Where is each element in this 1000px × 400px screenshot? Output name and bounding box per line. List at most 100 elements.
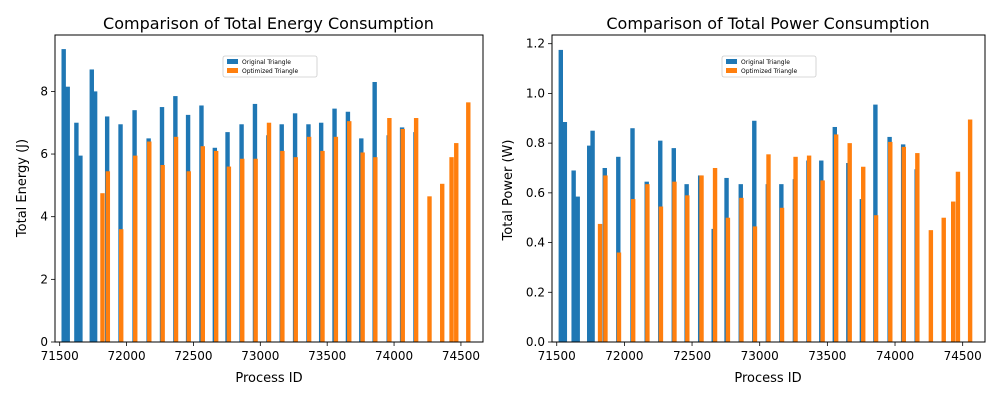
optimized-triangle-bar <box>928 230 934 342</box>
x-tick-label: 74000 <box>876 349 914 363</box>
optimized-triangle-bar <box>333 136 339 342</box>
optimized-triangle-bar <box>766 154 771 342</box>
power-legend: Original Triangle Optimized Triangle <box>721 55 817 78</box>
optimized-triangle-bar <box>603 175 608 342</box>
original-triangle-bar <box>78 155 83 342</box>
optimized-triangle-bar <box>725 217 731 342</box>
optimized-triangle-bar <box>347 121 352 343</box>
optimized-triangle-bar <box>440 183 445 342</box>
optimized-triangle-bar <box>373 157 378 342</box>
optimized-triangle-bar <box>645 184 650 342</box>
optimized-triangle-bar <box>951 201 956 342</box>
optimized-triangle-bar <box>752 226 758 342</box>
power-plot-frame <box>551 34 986 343</box>
optimized-triangle-bar <box>253 158 258 342</box>
power-x-axis-label: Process ID <box>734 371 801 386</box>
power-chart-title: Comparison of Total Power Consumption <box>606 14 929 33</box>
legend-swatch-original <box>726 59 737 64</box>
optimized-triangle-bar <box>105 171 111 342</box>
optimized-triangle-bar <box>685 195 690 342</box>
legend-frame <box>721 55 817 78</box>
optimized-triangle-bar <box>833 134 839 342</box>
y-tick-label: 0.4 <box>526 236 545 250</box>
y-tick-label: 1.0 <box>526 86 545 100</box>
legend-label-optimized: Optimized Triangle <box>741 68 797 75</box>
optimized-triangle-bar <box>173 136 179 342</box>
energy-y-ticks: 0 2 4 6 8 <box>40 84 55 349</box>
optimized-triangle-bar <box>672 181 677 342</box>
optimized-triangle-bar <box>941 217 946 342</box>
y-tick-label: 6 <box>40 147 48 161</box>
original-triangle-bar <box>558 49 563 342</box>
power-chart: Comparison of Total Power Consumption 71… <box>501 14 986 386</box>
y-tick-label: 0.8 <box>526 136 545 150</box>
optimized-triangle-bar <box>955 171 961 342</box>
optimized-triangle-bar <box>466 102 471 342</box>
optimized-triangle-bar <box>454 143 459 342</box>
optimized-triangle-bar <box>449 157 454 342</box>
optimized-triangle-bar <box>847 143 852 342</box>
x-tick-label: 71500 <box>41 349 79 363</box>
y-tick-label: 8 <box>40 84 48 98</box>
optimized-triangle-bar <box>413 118 419 343</box>
energy-plot-frame <box>54 34 484 343</box>
x-tick-label: 72000 <box>107 349 145 363</box>
x-tick-label: 72000 <box>605 349 643 363</box>
legend-swatch-original <box>227 59 238 64</box>
x-tick-label: 74500 <box>442 349 480 363</box>
optimized-triangle-bar <box>320 150 325 342</box>
legend-label-original: Original Triangle <box>741 59 790 66</box>
energy-x-ticks: 71500 72000 72500 73000 73500 74000 74500 <box>41 342 480 363</box>
original-triangle-bar <box>616 156 621 342</box>
optimized-triangle-bar <box>616 252 622 342</box>
y-tick-label: 0.0 <box>526 335 545 349</box>
optimized-triangle-bar <box>213 150 219 342</box>
power-bars <box>558 49 973 343</box>
optimized-triangle-bar <box>806 155 812 342</box>
original-triangle-bar <box>65 86 70 342</box>
original-triangle-bar <box>61 49 66 342</box>
optimized-triangle-bar <box>793 156 798 342</box>
optimized-triangle-bar <box>915 153 920 342</box>
x-tick-label: 73000 <box>741 349 779 363</box>
optimized-triangle-bar <box>861 166 866 342</box>
original-triangle-bar <box>92 91 98 342</box>
optimized-triangle-bar <box>712 167 718 342</box>
energy-bars <box>61 49 471 343</box>
optimized-triangle-bar <box>119 229 124 342</box>
x-tick-label: 73500 <box>308 349 346 363</box>
x-tick-label: 72500 <box>174 349 212 363</box>
y-tick-label: 0 <box>40 335 48 349</box>
original-triangle-bar <box>587 145 592 342</box>
energy-y-axis-label: Total Energy (J) <box>15 139 30 238</box>
optimized-triangle-bar <box>888 141 893 342</box>
original-triangle-bar <box>89 69 94 343</box>
optimized-triangle-bar <box>387 118 392 343</box>
optimized-triangle-bar <box>901 146 907 342</box>
optimized-triangle-bar <box>280 150 285 342</box>
energy-x-axis-label: Process ID <box>235 371 302 386</box>
optimized-triangle-bar <box>739 197 744 342</box>
optimized-triangle-bar <box>427 196 432 342</box>
x-tick-label: 71500 <box>538 349 576 363</box>
optimized-triangle-bar <box>699 175 704 342</box>
x-tick-label: 73500 <box>808 349 846 363</box>
optimized-triangle-bar <box>293 157 298 342</box>
original-triangle-bar <box>590 130 595 342</box>
legend-label-optimized: Optimized Triangle <box>242 68 298 75</box>
optimized-triangle-bar <box>658 206 664 342</box>
legend-label-original: Original Triangle <box>242 59 291 66</box>
optimized-triangle-bar <box>360 152 365 342</box>
optimized-triangle-bar <box>820 180 825 342</box>
original-triangle-bar <box>575 196 580 342</box>
optimized-triangle-bar <box>306 136 312 342</box>
y-tick-label: 4 <box>40 210 48 224</box>
power-x-ticks: 71500 72000 72500 73000 73500 74000 74500 <box>538 342 982 363</box>
optimized-triangle-bar <box>779 207 785 342</box>
optimized-triangle-bar <box>160 165 165 342</box>
energy-legend: Original Triangle Optimized Triangle <box>222 55 318 78</box>
y-tick-label: 1.2 <box>526 37 545 51</box>
original-triangle-bar <box>571 170 576 342</box>
original-triangle-bar <box>562 122 568 342</box>
